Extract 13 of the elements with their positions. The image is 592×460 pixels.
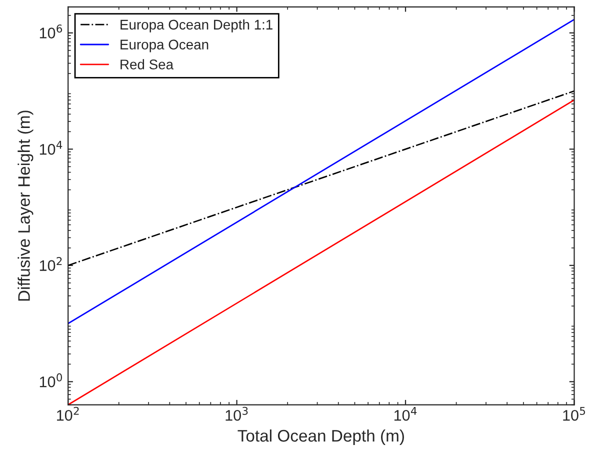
x-tick-label: 10$^{4}$ xyxy=(394,406,417,421)
y-tick-label: 10$^{4}$ xyxy=(40,140,62,155)
x-axis-title: Total Ocean Depth (m) xyxy=(238,429,404,445)
y-tick-label: 10$^{0}$ xyxy=(40,373,62,388)
y-tick-label: 10$^{6}$ xyxy=(40,24,62,38)
x-tick-label: 10$^{3}$ xyxy=(226,406,248,421)
y-axis-title: Diffusive Layer Height (m) xyxy=(18,110,34,301)
legend-label: Europa Ocean xyxy=(120,40,208,52)
x-tick-label: 10$^{5}$ xyxy=(563,406,586,421)
legend-label: Red Sea xyxy=(120,59,174,70)
y-tick-label: 10$^{2}$ xyxy=(40,257,62,271)
x-tick-label: 10$^{2}$ xyxy=(57,406,79,421)
legend-label: Europa Ocean Depth 1:1 xyxy=(120,19,272,32)
